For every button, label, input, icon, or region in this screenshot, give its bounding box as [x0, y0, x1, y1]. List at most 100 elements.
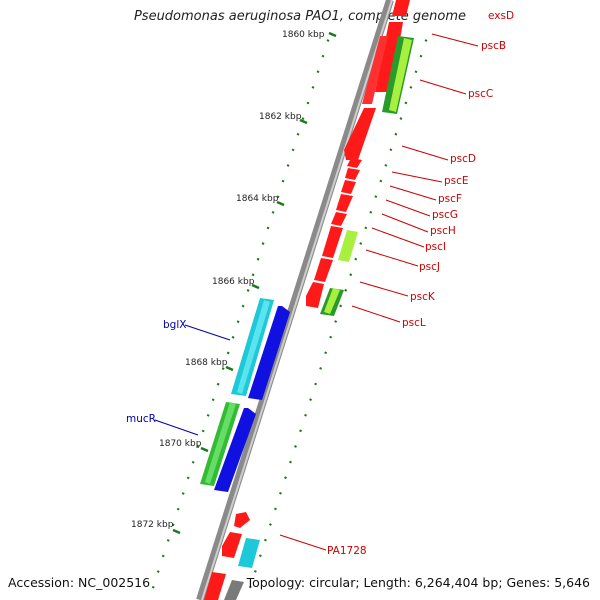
right-ticks: [248, 39, 428, 589]
right-tick-4: [404, 101, 408, 105]
left-tick-9: [281, 179, 285, 183]
gene-pscL-lime: [324, 288, 340, 314]
gene-bglX-partner: [248, 306, 290, 400]
left-tick-16: [246, 289, 250, 292]
left-tick-4: [306, 101, 310, 105]
gene-pscG: [336, 194, 353, 212]
right-tick-14: [354, 257, 358, 261]
left-tick-19: [231, 335, 235, 339]
major-ticks: [172, 31, 337, 535]
gene-bglX-hl: [237, 300, 270, 394]
label-pscD: pscD: [450, 153, 476, 165]
right-tick-5: [399, 117, 403, 120]
left-tick-31: [171, 523, 175, 527]
right-tick-7: [389, 148, 393, 152]
right-tick-12: [364, 226, 368, 230]
left-tick-25: [201, 429, 205, 433]
right-tick-23: [309, 398, 313, 401]
left-tick-21: [221, 367, 225, 370]
left-ticks: [151, 39, 330, 589]
left-tick-11: [271, 210, 275, 214]
right-tick-3: [409, 85, 413, 89]
label-pscH: pscH: [430, 225, 456, 237]
label-pscE: pscE: [444, 175, 469, 187]
accession-label: Accession:: [8, 575, 75, 590]
left-tick-24: [206, 414, 210, 417]
left-tick-3: [311, 85, 315, 89]
right-tick-17: [339, 304, 343, 308]
right-tick-25: [299, 429, 302, 433]
gene-bottom-red: [204, 572, 226, 600]
label-pscC: pscC: [468, 88, 493, 100]
tick-label-1862: 1862 kbp: [259, 112, 302, 122]
tick-label-1866: 1866 kbp: [212, 277, 255, 287]
gene-pscH: [331, 212, 347, 226]
left-tick-23: [211, 398, 215, 402]
right-tick-18: [334, 320, 338, 323]
right-tick-30: [273, 507, 277, 511]
left-tick-7: [291, 148, 295, 152]
right-tick-16: [344, 288, 348, 292]
right-tick-21: [319, 366, 323, 370]
label-mucR: mucR: [126, 413, 156, 425]
gene-pscI: [322, 226, 343, 258]
genes-label: Genes:: [506, 575, 551, 590]
tick-label-1864: 1864 kbp: [236, 194, 279, 204]
right-tick-33: [258, 554, 262, 558]
left-tick-1: [321, 54, 325, 58]
right-tick-28: [284, 476, 287, 480]
left-tick-32: [166, 538, 170, 542]
left-tick-33: [161, 554, 165, 558]
right-tick-34: [253, 569, 257, 573]
left-tick-22: [216, 382, 220, 386]
left-tick-30: [176, 507, 180, 511]
left-tick-27: [191, 460, 195, 464]
left-tick-29: [181, 492, 185, 495]
right-tick-35: [248, 585, 252, 589]
length-label: Length:: [363, 575, 411, 590]
accession-line: Accession: NC_002516: [8, 575, 150, 590]
label-pscK: pscK: [410, 291, 436, 303]
tick-label-1860: 1860 kbp: [282, 30, 325, 40]
gene-pscJ: [338, 230, 358, 262]
gene-pscC-lime: [389, 38, 412, 112]
topology-label: Topology:: [246, 575, 306, 590]
label-PA1728: PA1728: [327, 545, 367, 557]
left-tick-28: [186, 476, 190, 480]
right-tick-20: [324, 351, 328, 355]
right-tick-22: [314, 382, 318, 386]
accession-value: NC_002516: [78, 575, 151, 590]
genome-backbone: [196, 0, 394, 600]
right-tick-13: [359, 242, 363, 245]
left-tick-14: [256, 257, 260, 261]
genome-summary-line: Topology: circular; Length: 6,264,404 bp…: [246, 575, 590, 590]
gene-pscD: [344, 108, 376, 160]
tick-label-1872: 1872 kbp: [131, 520, 174, 530]
label-pscJ: pscJ: [419, 261, 440, 273]
reverse-genes: [200, 298, 290, 492]
right-tick-6: [394, 132, 398, 136]
right-tick-26: [294, 445, 297, 448]
right-tick-1: [419, 54, 423, 58]
tick-labels: 1860 kbp 1862 kbp 1864 kbp 1866 kbp 1868…: [131, 30, 325, 530]
left-tick-17: [241, 304, 245, 308]
gene-mucR-hl: [205, 402, 236, 484]
right-tick-27: [289, 460, 292, 464]
tick-label-1870: 1870 kbp: [159, 439, 202, 449]
label-pscI: pscI: [425, 241, 446, 253]
gene-pscE: [347, 158, 362, 168]
gene-PA1728-b: [222, 532, 242, 558]
left-tick-12: [266, 226, 270, 230]
gene-pscE2: [345, 168, 360, 180]
left-tick-2: [316, 70, 320, 74]
left-tick-26: [196, 445, 200, 449]
right-tick-15: [349, 273, 353, 277]
gene-bottom-gray: [224, 580, 244, 600]
left-tick-15: [251, 273, 255, 277]
right-tick-31: [268, 523, 272, 526]
right-tick-19: [329, 335, 333, 339]
left-tick-0: [326, 39, 330, 42]
gene-pscB-red2: [362, 36, 388, 104]
